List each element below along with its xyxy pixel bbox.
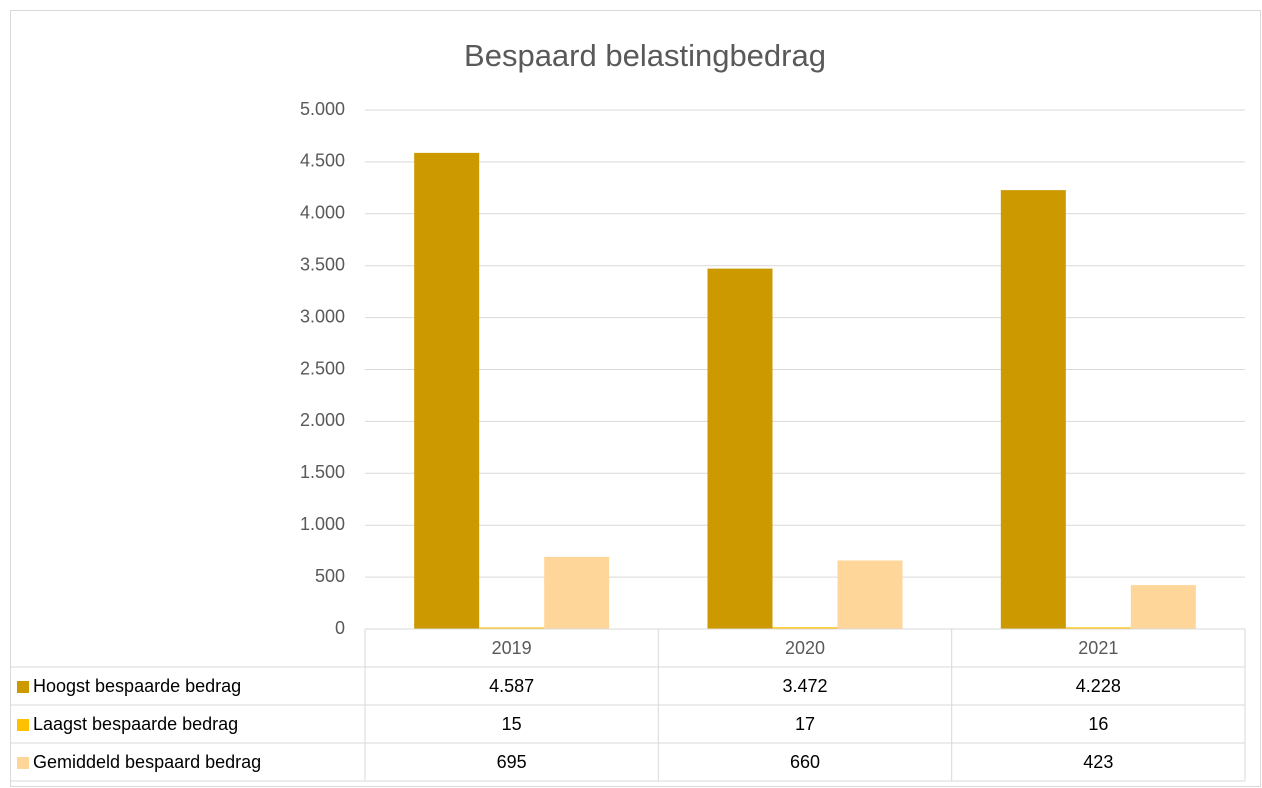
bar	[544, 556, 610, 629]
table-value: 17	[795, 714, 815, 734]
y-tick-label: 3.500	[300, 254, 345, 274]
table-value: 695	[497, 752, 527, 772]
y-tick-label: 1.500	[300, 462, 345, 482]
y-tick-label: 3.000	[300, 306, 345, 326]
x-tick-label: 2019	[492, 638, 532, 658]
chart-border	[10, 10, 1261, 787]
chart-title: Bespaard belastingbedrag	[464, 38, 826, 73]
y-tick-label: 1.000	[300, 514, 345, 534]
legend-label: Hoogst bespaarde bedrag	[33, 676, 241, 696]
y-tick-label: 0	[335, 618, 345, 638]
bar	[1000, 190, 1066, 629]
bar	[707, 268, 773, 629]
bar	[479, 627, 545, 629]
y-tick-label: 5.000	[300, 99, 345, 119]
legend-swatch	[17, 681, 29, 693]
legend-label: Laagst bespaarde bedrag	[33, 714, 238, 734]
y-tick-label: 2.500	[300, 358, 345, 378]
x-tick-label: 2020	[785, 638, 825, 658]
bar	[1065, 627, 1131, 629]
x-tick-label: 2021	[1078, 638, 1118, 658]
legend-swatch	[17, 719, 29, 731]
bar	[1130, 585, 1196, 629]
table-value: 4.587	[489, 676, 534, 696]
table-value: 660	[790, 752, 820, 772]
table-value: 16	[1088, 714, 1108, 734]
legend-swatch	[17, 757, 29, 769]
bar	[772, 627, 838, 629]
table-value: 3.472	[782, 676, 827, 696]
y-tick-label: 500	[315, 566, 345, 586]
bar	[414, 152, 480, 630]
y-tick-label: 4.500	[300, 151, 345, 171]
y-tick-label: 2.000	[300, 410, 345, 430]
table-value: 15	[502, 714, 522, 734]
table-value: 423	[1083, 752, 1113, 772]
bar	[837, 560, 903, 629]
legend-label: Gemiddeld bespaard bedrag	[33, 752, 261, 772]
y-tick-label: 4.000	[300, 203, 345, 223]
table-value: 4.228	[1076, 676, 1121, 696]
